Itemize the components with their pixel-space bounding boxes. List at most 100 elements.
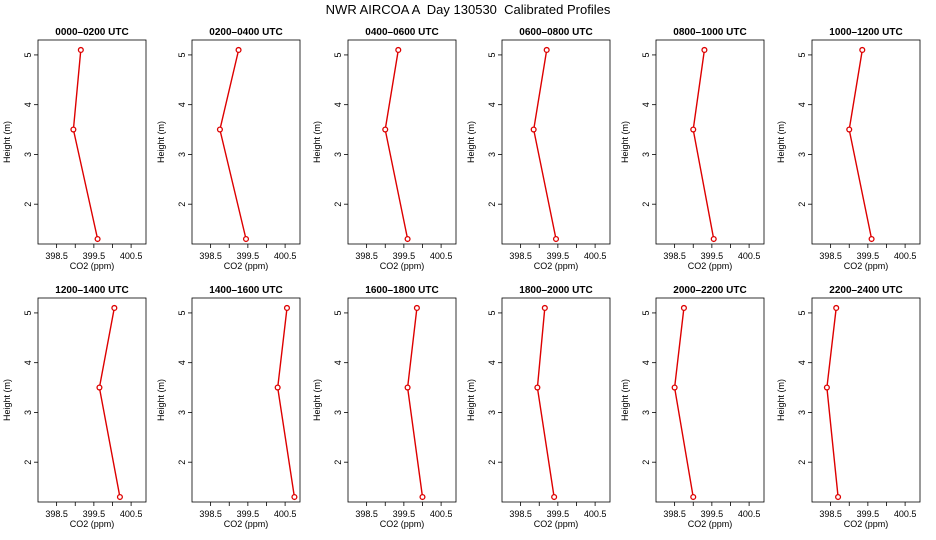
panel-2-ytick-label: 4 xyxy=(177,102,187,107)
panel-10-point xyxy=(541,304,548,312)
panel-7-xtick-label: 399.5 xyxy=(83,509,106,519)
panel-4-point xyxy=(543,46,550,54)
panel-5-ytick-label: 3 xyxy=(641,152,651,157)
panel-8-ylabel: Height (m) xyxy=(156,379,166,421)
panel-2-xlabel: CO2 (ppm) xyxy=(224,261,269,271)
panel-9-xtick-label: 399.5 xyxy=(393,509,416,519)
panel-10-point xyxy=(551,493,558,501)
panel-5-xlabel: CO2 (ppm) xyxy=(688,261,733,271)
panel-3-point xyxy=(395,46,402,54)
panel-8-xtick-label: 399.5 xyxy=(237,509,260,519)
panel-3-xtick-label: 400.5 xyxy=(430,251,453,261)
panel-11-title: 2000–2200 UTC xyxy=(673,285,746,296)
panel-6-point xyxy=(846,126,853,133)
panel-7-xlabel: CO2 (ppm) xyxy=(70,519,115,529)
panel-1-point xyxy=(70,126,77,133)
panel-5-ytick-label: 5 xyxy=(641,52,651,57)
panel-8-title: 1400–1600 UTC xyxy=(209,285,282,296)
figure-title: NWR AIRCOA A Day 130530 Calibrated Profi… xyxy=(325,2,611,17)
panel-4-xlabel: CO2 (ppm) xyxy=(534,261,579,271)
panel-5-point xyxy=(701,46,708,54)
panel-5-series-line xyxy=(692,49,715,240)
panel-9-title: 1600–1800 UTC xyxy=(365,285,438,296)
panel-5-ytick-label: 4 xyxy=(641,102,651,107)
panel-12-xtick-label: 400.5 xyxy=(894,509,917,519)
panel-12-xlabel: CO2 (ppm) xyxy=(844,519,889,529)
panel-7-ytick-label: 4 xyxy=(23,360,33,365)
panel-1-xtick-label: 400.5 xyxy=(120,251,143,261)
panel-4-ytick-label: 3 xyxy=(487,152,497,157)
panel-7-ytick-label: 2 xyxy=(23,460,33,465)
panel-10-xlabel: CO2 (ppm) xyxy=(534,519,579,529)
panel-7-point xyxy=(111,304,118,312)
panel-1-ytick-label: 5 xyxy=(23,52,33,57)
panel-6-xtick-label: 399.5 xyxy=(857,251,880,261)
panel-9-point xyxy=(404,384,411,391)
panel-4-series-line xyxy=(532,49,557,240)
panel-3-series-line xyxy=(384,49,409,240)
panel-1-ytick-label: 3 xyxy=(23,152,33,157)
panel-8-ytick-label: 3 xyxy=(177,410,187,415)
panel-8-ytick-label: 4 xyxy=(177,360,187,365)
panel-1-frame xyxy=(37,39,147,245)
panel-10-xtick-label: 400.5 xyxy=(584,509,607,519)
panel-6-series-line xyxy=(848,49,873,240)
panel-3-xtick-label: 398.5 xyxy=(355,251,378,261)
panel-2-point xyxy=(216,126,223,133)
panel-8-xtick-label: 398.5 xyxy=(199,509,222,519)
panel-4-ytick-label: 5 xyxy=(487,52,497,57)
panel-11-xtick-label: 400.5 xyxy=(738,509,761,519)
panel-3-ylabel: Height (m) xyxy=(312,121,322,163)
panel-2-ytick-label: 3 xyxy=(177,152,187,157)
panel-6-xlabel: CO2 (ppm) xyxy=(844,261,889,271)
panel-10-ytick-label: 2 xyxy=(487,460,497,465)
panel-1-xlabel: CO2 (ppm) xyxy=(70,261,115,271)
panel-5-xtick-label: 399.5 xyxy=(701,251,724,261)
panel-11-series-line xyxy=(673,307,694,498)
panel-6-ylabel: Height (m) xyxy=(776,121,786,163)
panel-5-title: 0800–1000 UTC xyxy=(673,27,746,38)
panel-12-point xyxy=(835,493,842,501)
panel-4-frame xyxy=(501,39,611,245)
panel-2-xtick-label: 399.5 xyxy=(237,251,260,261)
panel-11-point xyxy=(690,493,697,501)
panel-10-ylabel: Height (m) xyxy=(466,379,476,421)
panel-12-ytick-label: 4 xyxy=(797,360,807,365)
panel-11-ytick-label: 3 xyxy=(641,410,651,415)
panel-4-ylabel: Height (m) xyxy=(466,121,476,163)
panel-3-xlabel: CO2 (ppm) xyxy=(380,261,425,271)
panel-5-point xyxy=(690,126,697,133)
panel-11-xtick-label: 398.5 xyxy=(663,509,686,519)
panel-12-xtick-label: 398.5 xyxy=(819,509,842,519)
panel-5-ytick-label: 2 xyxy=(641,202,651,207)
panel-11-ytick-label: 5 xyxy=(641,310,651,315)
panel-11-xtick-label: 399.5 xyxy=(701,509,724,519)
panel-3-xtick-label: 399.5 xyxy=(393,251,416,261)
panel-5-ylabel: Height (m) xyxy=(620,121,630,163)
panel-2-point xyxy=(235,46,242,54)
panel-3-ytick-label: 4 xyxy=(333,102,343,107)
panel-1-ylabel: Height (m) xyxy=(2,121,12,163)
panel-4-xtick-label: 399.5 xyxy=(547,251,570,261)
panel-12-ytick-label: 3 xyxy=(797,410,807,415)
panel-4-ytick-label: 4 xyxy=(487,102,497,107)
panel-10-frame xyxy=(501,297,611,503)
panel-11-point xyxy=(671,384,678,391)
panel-6-xtick-label: 398.5 xyxy=(819,251,842,261)
panel-2-point xyxy=(242,235,250,243)
panel-6-ytick-label: 3 xyxy=(797,152,807,157)
panel-12-ytick-label: 5 xyxy=(797,310,807,315)
panel-7-ylabel: Height (m) xyxy=(2,379,12,421)
panel-12-xtick-label: 399.5 xyxy=(857,509,880,519)
panel-1-ytick-label: 4 xyxy=(23,102,33,107)
panel-4-point xyxy=(530,126,537,133)
panel-6-ytick-label: 5 xyxy=(797,52,807,57)
panel-7-xtick-label: 400.5 xyxy=(120,509,143,519)
panel-9-ylabel: Height (m) xyxy=(312,379,322,421)
panel-5-xtick-label: 398.5 xyxy=(663,251,686,261)
panel-10-point xyxy=(534,384,541,391)
panel-7-series-line xyxy=(98,307,121,498)
panel-12-frame xyxy=(811,297,921,503)
panel-10-title: 1800–2000 UTC xyxy=(519,285,592,296)
